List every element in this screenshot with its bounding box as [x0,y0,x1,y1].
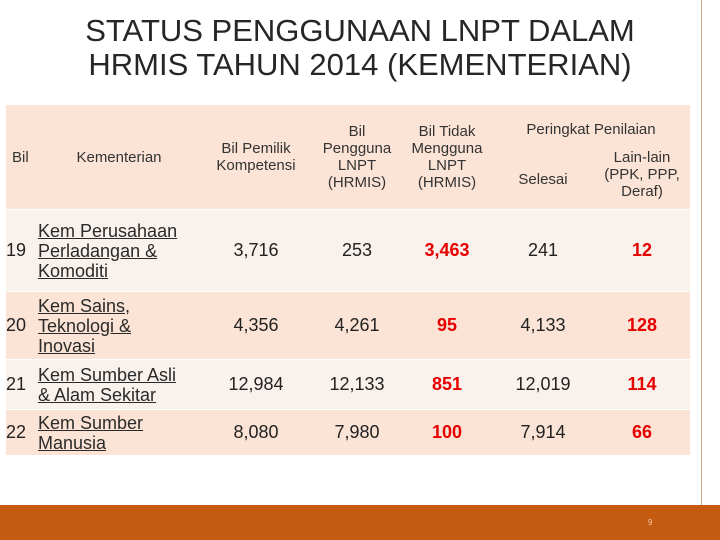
kem-line: Kem Perusahaan [38,220,178,241]
header-peringkat: Peringkat Penilaian Selesai Lain-lain (P… [492,105,690,210]
header-selesai: Selesai [518,171,568,188]
kem-line: Kem Sumber [38,412,144,433]
kem-line: Komoditi [38,260,109,281]
cell-kementerian: Kem Perusahaan Perladangan & Komoditi [38,209,200,292]
cell-lain: 66 [594,409,690,456]
header-peringkat-title: Peringkat Penilaian [526,121,656,138]
table-header-row: Bil Kementerian Bil Pemilik Kompetensi B… [6,105,690,210]
cell-pemilik: 12,984 [200,359,312,410]
cell-tidak: 95 [402,291,492,360]
header-pengguna-line1: Bil [348,123,366,140]
header-pengguna-line3: LNPT [337,157,377,174]
header-lain-line2: (PPK, PPP, [604,166,680,183]
table-row: 22 Kem Sumber Manusia 8,080 7,980 100 7,… [6,409,690,456]
cell-pengguna: 4,261 [312,291,402,360]
cell-lain: 128 [594,291,690,360]
header-lain-lain: Lain-lain (PPK, PPP, Deraf) [594,149,690,200]
cell-kementerian: Kem Sains, Teknologi & Inovasi [38,291,200,360]
header-bil: Bil [6,105,38,210]
cell-pemilik: 4,356 [200,291,312,360]
kem-line: Inovasi [38,335,96,356]
cell-selesai: 241 [492,209,594,292]
cell-lain: 12 [594,209,690,292]
table-row: 20 Kem Sains, Teknologi & Inovasi 4,356 … [6,291,690,360]
cell-kementerian: Kem Sumber Manusia [38,409,200,456]
cell-bil: 21 [6,359,38,410]
kem-line: Kem Sains, [38,295,131,316]
header-bil-pemilik: Bil Pemilik Kompetensi [200,105,312,210]
cell-tidak: 100 [402,409,492,456]
cell-selesai: 7,914 [492,409,594,456]
header-bil-pengguna: Bil Pengguna LNPT (HRMIS) [312,105,402,210]
title-line-1: STATUS PENGGUNAAN LNPT DALAM [85,13,635,48]
title-line-2: HRMIS TAHUN 2014 (KEMENTERIAN) [88,47,632,82]
table-row: 19 Kem Perusahaan Perladangan & Komoditi… [6,209,690,292]
cell-bil: 22 [6,409,38,456]
cell-bil: 19 [6,209,38,292]
cell-pemilik: 8,080 [200,409,312,456]
header-pengguna-line2: Pengguna [322,140,392,157]
header-pemilik-line2: Kompetensi [216,157,296,174]
header-pemilik-line1: Bil Pemilik [221,140,291,157]
cell-pengguna: 7,980 [312,409,402,456]
kem-line: Teknologi & [38,315,132,336]
cell-pemilik: 3,716 [200,209,312,292]
kem-line: & Alam Sekitar [38,384,157,405]
kem-line: Perladangan & [38,240,158,261]
footer-bar [0,505,720,540]
cell-lain: 114 [594,359,690,410]
header-bil-tidak: Bil Tidak Mengguna LNPT (HRMIS) [402,105,492,210]
cell-selesai: 4,133 [492,291,594,360]
peringkat-group: Peringkat Penilaian Selesai Lain-lain (P… [492,105,690,209]
header-tidak-line2: Mengguna [411,140,483,157]
page-title: STATUS PENGGUNAAN LNPT DALAM HRMIS TAHUN… [0,14,720,82]
status-table: Bil Kementerian Bil Pemilik Kompetensi B… [6,105,690,456]
kem-line: Manusia [38,432,107,453]
table-row: 21 Kem Sumber Asli & Alam Sekitar 12,984… [6,359,690,410]
header-pengguna-line4: (HRMIS) [327,174,387,191]
header-kementerian: Kementerian [38,105,200,210]
page-number: 9 [648,518,653,527]
header-lain-line1: Lain-lain [613,149,671,166]
cell-selesai: 12,019 [492,359,594,410]
kem-line: Kem Sumber Asli [38,364,177,385]
header-tidak-line4: (HRMIS) [417,174,477,191]
header-tidak-line3: LNPT [427,157,467,174]
right-divider-line [701,0,702,505]
cell-tidak: 851 [402,359,492,410]
header-tidak-line1: Bil Tidak [418,123,476,140]
cell-pengguna: 253 [312,209,402,292]
header-lain-line3: Deraf) [621,183,663,200]
cell-kementerian: Kem Sumber Asli & Alam Sekitar [38,359,200,410]
cell-tidak: 3,463 [402,209,492,292]
cell-pengguna: 12,133 [312,359,402,410]
cell-bil: 20 [6,291,38,360]
